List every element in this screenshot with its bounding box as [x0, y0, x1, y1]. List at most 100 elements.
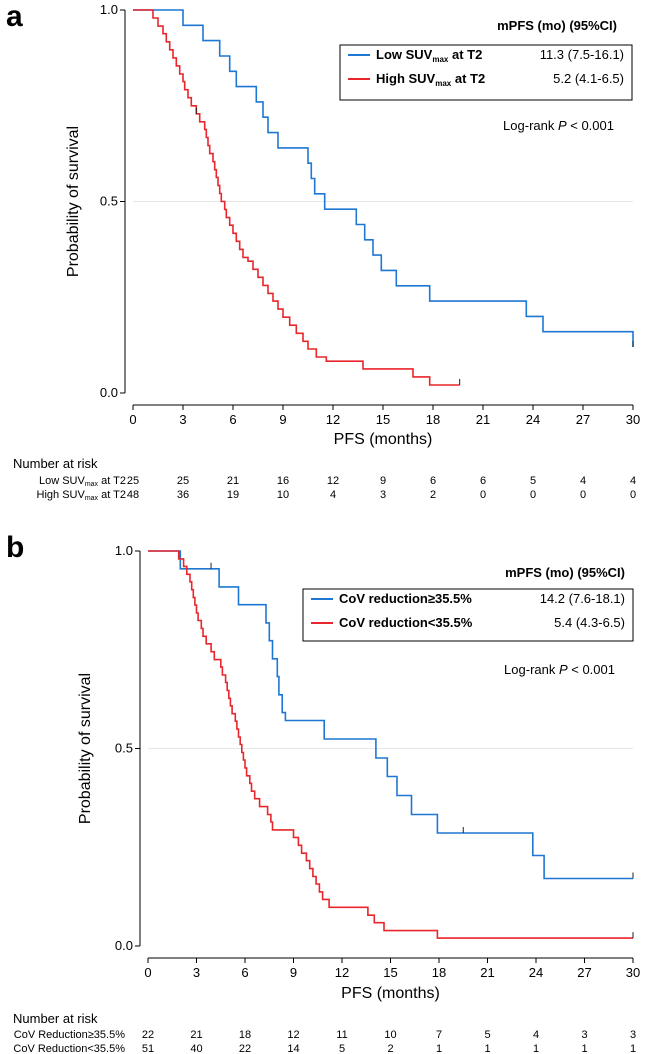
x-tick-label: 9 [290, 965, 297, 980]
y-axis-label: Probability of survival [77, 673, 94, 824]
risk-row-label: CoV Reduction<35.5% [13, 1043, 125, 1054]
risk-count: 5 [530, 475, 536, 487]
risk-count: 2 [387, 1043, 393, 1054]
log-rank-annotation: Log-rank P < 0.001 [504, 662, 615, 677]
x-tick-label: 9 [279, 412, 286, 427]
risk-count: 25 [177, 475, 189, 487]
panel-a: a0.00.51.00 3 6 9 12 15 18 21 24 27 30Probability … [6, 0, 640, 502]
legend-name-subscript: max [432, 55, 449, 64]
risk-count: 21 [190, 1029, 202, 1041]
legend-name-main: CoV reduction<35.5% [339, 615, 473, 630]
risk-count: 19 [227, 489, 239, 501]
legend-title: mPFS (mo) (95%CI) [505, 565, 625, 580]
risk-row-label: High SUVmax at T2 [37, 489, 126, 502]
x-tick-label: 30 [626, 965, 640, 980]
risk-count: 1 [484, 1043, 490, 1054]
risk-count: 0 [580, 489, 586, 501]
risk-count: 22 [239, 1043, 251, 1054]
legend-name-main: Low SUV [376, 47, 433, 62]
panel-b: b0.00.51.00 3 6 9 12 15 18 21 24 27 30Probability … [6, 531, 640, 1054]
x-tick-label: 21 [476, 412, 490, 427]
x-tick-label: 0 [144, 965, 151, 980]
legend-title: mPFS (mo) (95%CI) [497, 18, 617, 33]
risk-count: 10 [277, 489, 289, 501]
risk-count: 0 [630, 489, 636, 501]
y-tick-label: 0.0 [115, 938, 133, 953]
risk-count: 22 [142, 1029, 154, 1041]
risk-count: 6 [430, 475, 436, 487]
risk-row-label: Low SUVmax at T2 [39, 475, 126, 488]
x-tick-label: 15 [376, 412, 390, 427]
x-tick-label: 0 [129, 412, 136, 427]
risk-count: 5 [484, 1029, 490, 1041]
legend-name-main: High SUV [376, 71, 436, 86]
x-tick-label: 12 [335, 965, 349, 980]
legend-box [302, 588, 634, 642]
risk-count: 0 [480, 489, 486, 501]
risk-count: 48 [127, 489, 139, 501]
y-tick-label: 0.5 [100, 194, 118, 209]
risk-count: 7 [436, 1029, 442, 1041]
risk-count: 2 [430, 489, 436, 501]
risk-count: 3 [380, 489, 386, 501]
legend-series-value: 11.3 (7.5-16.1) [540, 47, 624, 62]
log-rank-suffix: < 0.001 [568, 662, 615, 677]
risk-count: 18 [239, 1029, 251, 1041]
risk-label-subscript: max [85, 481, 99, 488]
x-tick-label: 24 [526, 412, 540, 427]
km-curve-group-1 [148, 550, 633, 880]
km-curve-group-2 [133, 9, 460, 386]
risk-count: 36 [177, 489, 189, 501]
risk-count: 1 [533, 1043, 539, 1054]
panel-letter: a [6, 0, 23, 33]
y-axis-label: Probability of survival [65, 126, 82, 277]
risk-label-main: High SUV [37, 489, 86, 501]
risk-count: 6 [480, 475, 486, 487]
log-rank-prefix: Log-rank [504, 662, 559, 677]
log-rank-p: P [558, 118, 567, 133]
x-axis-label: PFS (months) [341, 985, 440, 1002]
y-tick-label: 1.0 [100, 2, 118, 17]
risk-count: 12 [327, 475, 339, 487]
legend-series-value: 5.2 (4.1-6.5) [553, 71, 624, 86]
risk-label-main: Low SUV [39, 475, 86, 487]
risk-label-tail: at T2 [98, 475, 126, 487]
risk-count: 16 [277, 475, 289, 487]
log-rank-annotation: Log-rank P < 0.001 [503, 118, 614, 133]
x-tick-label: 30 [626, 412, 640, 427]
x-tick-label: 6 [229, 412, 236, 427]
x-tick-label: 15 [383, 965, 397, 980]
legend-series-name: CoV reduction<35.5% [339, 615, 473, 630]
km-curve-group-1 [133, 9, 634, 347]
risk-row-label: CoV Reduction≥35.5% [14, 1029, 125, 1041]
risk-table-title: Number at risk [13, 456, 98, 471]
risk-count: 10 [384, 1029, 396, 1041]
x-tick-label: 18 [426, 412, 440, 427]
risk-count: 1 [630, 1043, 636, 1054]
risk-count: 40 [190, 1043, 202, 1054]
x-tick-label: 27 [577, 965, 591, 980]
x-tick-label: 24 [529, 965, 543, 980]
log-rank-prefix: Log-rank [503, 118, 558, 133]
x-tick-label: 3 [193, 965, 200, 980]
legend-series-name: CoV reduction≥35.5% [339, 591, 472, 606]
legend-series-value: 5.4 (4.3-6.5) [554, 615, 625, 630]
risk-label-tail: at T2 [98, 489, 126, 501]
legend-series-name: Low SUVmax at T2 [376, 47, 482, 64]
x-tick-label: 18 [432, 965, 446, 980]
risk-count: 12 [287, 1029, 299, 1041]
risk-count: 25 [127, 475, 139, 487]
risk-count: 14 [287, 1043, 299, 1054]
risk-table-title: Number at risk [13, 1011, 98, 1026]
x-tick-label: 3 [179, 412, 186, 427]
legend-name-tail: at T2 [448, 47, 482, 62]
x-tick-label: 21 [480, 965, 494, 980]
risk-count: 3 [581, 1029, 587, 1041]
risk-count: 3 [630, 1029, 636, 1041]
x-tick-label: 6 [241, 965, 248, 980]
x-tick-label: 27 [576, 412, 590, 427]
panel-letter: b [6, 531, 24, 564]
log-rank-p: P [559, 662, 568, 677]
risk-count: 0 [530, 489, 536, 501]
